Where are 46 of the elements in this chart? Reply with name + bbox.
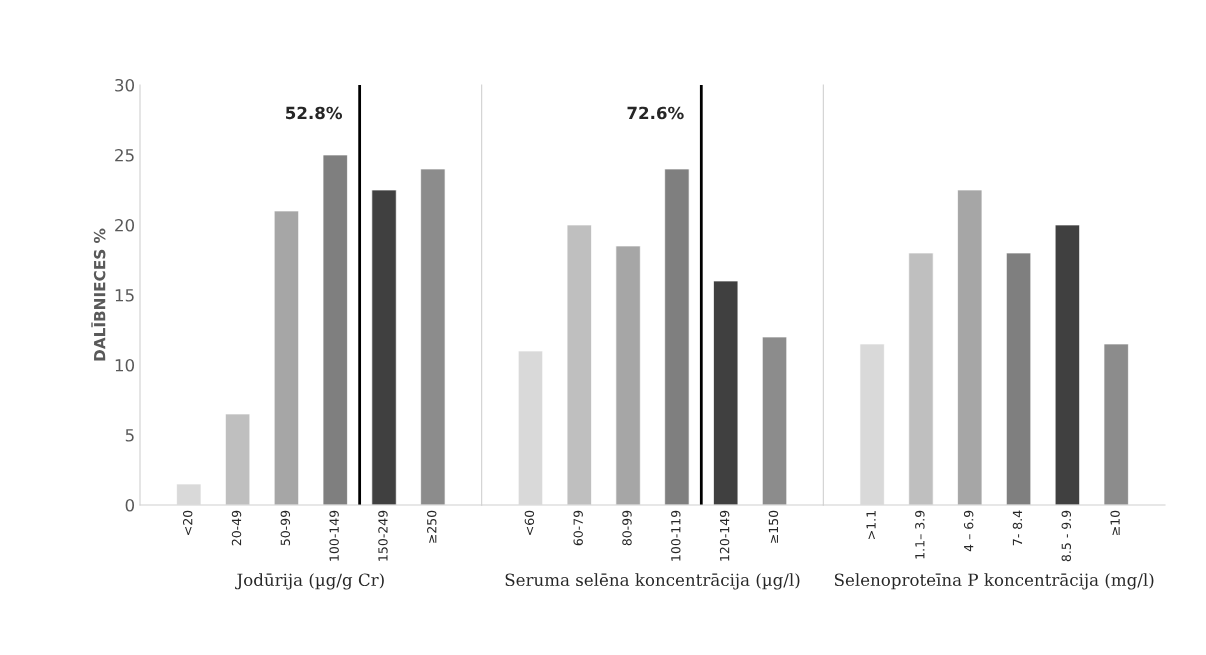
x-axis-title: Selenoproteīna P koncentrācija (mg/l) [834, 573, 1154, 590]
bar [1054, 224, 1080, 505]
bar [957, 189, 983, 505]
annotation: 72.6% [627, 106, 684, 120]
x-tick-label: 8.5 - 9.9 [1061, 510, 1072, 562]
x-tick-label: 50-99 [280, 510, 291, 546]
bar [273, 210, 299, 505]
x-tick-label: <60 [524, 510, 535, 535]
x-tick-label: 80-99 [622, 510, 632, 546]
y-tick-label: 15 [115, 289, 134, 302]
x-tick-label: 150-249 [378, 510, 388, 561]
y-axis-title: DALĪBNIECES % [91, 228, 106, 361]
bar [322, 154, 348, 505]
bar [1006, 252, 1032, 505]
x-tick-label: 20-49 [231, 510, 242, 546]
y-tick-label: 10 [115, 358, 135, 372]
x-tick-label: 4 – 6.9 [963, 510, 974, 552]
x-tick-label: >1.1 [866, 511, 876, 539]
bar [225, 413, 251, 505]
annotation: 52.8% [286, 106, 343, 120]
y-tick-label: 30 [115, 78, 135, 92]
y-tick-label: 0 [125, 498, 135, 512]
x-tick-label: 1.1– 3.9 [915, 510, 925, 559]
x-axis-title: Seruma selēna koncentrācija (µg/l) [505, 573, 800, 590]
bar [371, 189, 397, 505]
bar [615, 245, 641, 505]
y-tick-label: 20 [115, 218, 135, 232]
bar [1103, 343, 1129, 505]
y-tick-label: 25 [115, 148, 134, 162]
x-tick-label: ≥250 [427, 510, 437, 543]
bar [713, 280, 739, 505]
x-axis-title: Jodūrija (µg/g Cr) [235, 573, 384, 590]
bar [420, 168, 446, 505]
x-tick-label: <20 [182, 510, 193, 535]
bar [908, 252, 934, 505]
x-tick-label: ≥10 [1110, 510, 1120, 535]
x-tick-label: 120-149 [719, 510, 730, 561]
x-tick-label: 100-119 [671, 510, 681, 561]
x-tick-label: 100-149 [329, 510, 339, 561]
bar [761, 336, 788, 505]
y-tick-label: 5 [125, 429, 134, 442]
bar [566, 224, 592, 505]
bar [664, 168, 690, 505]
x-tick-label: ≥150 [768, 510, 779, 543]
x-tick-label: 60-79 [573, 510, 583, 546]
x-tick-label: 7- 8.4 [1012, 510, 1023, 546]
